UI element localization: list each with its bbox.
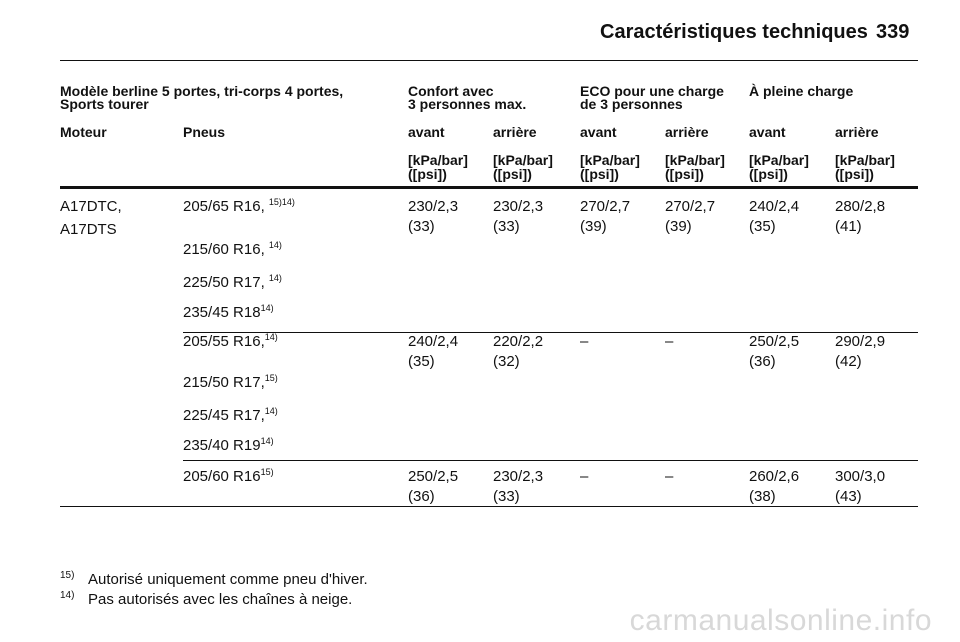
pressure-value: (43) <box>835 488 862 505</box>
group-header: À pleine charge <box>749 83 854 99</box>
pressure-value: (33) <box>493 218 520 235</box>
group-header: Sports tourer <box>60 96 149 112</box>
footnote-ref: 14) <box>264 332 278 342</box>
pressure-value: 240/2,4 <box>408 333 459 350</box>
tire-size: 215/60 R16, 14) <box>183 240 282 259</box>
group-header: Modèle berline 5 portes, tri-corps 4 por… <box>60 83 344 99</box>
column-header: avant <box>749 124 786 140</box>
footnote-ref: 14) <box>268 240 282 250</box>
pressure-value: 270/2,7 <box>580 198 631 215</box>
unit-header: ([psi]) <box>749 166 788 182</box>
tire-size: 225/45 R17,14) <box>183 406 278 425</box>
watermark: carmanualsonline.info <box>629 604 932 637</box>
pressure-value: (42) <box>835 353 862 370</box>
group-header: 3 personnes max. <box>408 96 527 112</box>
group-header: Confort avec <box>408 83 494 99</box>
pressure-value: (39) <box>580 218 607 235</box>
unit-header: [kPa/bar] <box>665 152 725 168</box>
column-header: arrière <box>835 124 879 140</box>
footnote-mark: 14) <box>60 590 75 601</box>
pressure-value: 260/2,6 <box>749 468 800 485</box>
column-header: Pneus <box>183 124 226 140</box>
pressure-value: 230/2,3 <box>408 198 459 215</box>
footnote-ref: 14) <box>268 273 282 283</box>
unit-header: [kPa/bar] <box>408 152 468 168</box>
header-rule <box>60 60 918 61</box>
tire-size: 205/60 R1615) <box>183 467 274 486</box>
column-header: arrière <box>665 124 709 140</box>
pressure-value: (36) <box>749 353 776 370</box>
row-rule <box>183 460 918 461</box>
pressure-value: (39) <box>665 218 692 235</box>
pressure-value: 250/2,5 <box>408 468 459 485</box>
pressure-value: 290/2,9 <box>835 333 886 350</box>
pressure-value: (32) <box>493 353 520 370</box>
column-header: Moteur <box>60 124 107 140</box>
pressure-value: (36) <box>408 488 435 505</box>
tire-size: 235/45 R1814) <box>183 303 274 322</box>
unit-header: ([psi]) <box>408 166 447 182</box>
pressure-value: – <box>580 333 589 350</box>
pressure-value: 270/2,7 <box>665 198 716 215</box>
pressure-value: 220/2,2 <box>493 333 544 350</box>
pressure-value: (33) <box>493 488 520 505</box>
footnote-mark: 15) <box>60 570 75 581</box>
pressure-value: 250/2,5 <box>749 333 800 350</box>
unit-header: ([psi]) <box>493 166 532 182</box>
unit-header: [kPa/bar] <box>749 152 809 168</box>
footnote-ref: 14) <box>264 406 278 416</box>
footnote-ref: 15)14) <box>268 197 295 207</box>
page-number: 339 <box>876 21 910 43</box>
footnote-ref: 14) <box>260 436 274 446</box>
group-header: ECO pour une charge <box>580 83 724 99</box>
pressure-value: 230/2,3 <box>493 468 544 485</box>
footnote-ref: 14) <box>260 303 274 313</box>
pressure-value: (35) <box>749 218 776 235</box>
pressure-value: – <box>665 468 674 485</box>
pressure-value: 240/2,4 <box>749 198 800 215</box>
tire-size: 205/65 R16, 15)14) <box>183 197 295 216</box>
column-header: avant <box>408 124 445 140</box>
footnote-text: Autorisé uniquement comme pneu d'hiver. <box>88 571 368 588</box>
unit-header: [kPa/bar] <box>580 152 640 168</box>
unit-header: ([psi]) <box>835 166 874 182</box>
pressure-value: 300/3,0 <box>835 468 886 485</box>
unit-header: [kPa/bar] <box>493 152 553 168</box>
unit-header: [kPa/bar] <box>835 152 895 168</box>
unit-header: ([psi]) <box>665 166 704 182</box>
tire-size: 225/50 R17, 14) <box>183 273 282 292</box>
unit-header: ([psi]) <box>580 166 619 182</box>
page-title: Caractéristiques techniques <box>600 21 868 43</box>
tire-size: 205/55 R16,14) <box>183 332 278 351</box>
engine: A17DTS <box>60 221 117 238</box>
group-header: de 3 personnes <box>580 96 683 112</box>
footnote-ref: 15) <box>264 373 278 383</box>
pressure-value: – <box>665 333 674 350</box>
footnote-text: Pas autorisés avec les chaînes à neige. <box>88 591 353 608</box>
pressure-value: (38) <box>749 488 776 505</box>
tire-size: 215/50 R17,15) <box>183 373 278 392</box>
footnote-ref: 15) <box>260 467 274 477</box>
tire-size: 235/40 R1914) <box>183 436 274 455</box>
pressure-value: (41) <box>835 218 862 235</box>
pressure-value: 280/2,8 <box>835 198 886 215</box>
row-rule <box>183 332 918 333</box>
pressure-value: – <box>580 468 589 485</box>
table-head-rule <box>60 186 918 189</box>
pressure-value: (35) <box>408 353 435 370</box>
pressure-value: (33) <box>408 218 435 235</box>
column-header: avant <box>580 124 617 140</box>
pressure-value: 230/2,3 <box>493 198 544 215</box>
column-header: arrière <box>493 124 537 140</box>
engine: A17DTC, <box>60 198 122 215</box>
row-rule <box>60 506 918 507</box>
